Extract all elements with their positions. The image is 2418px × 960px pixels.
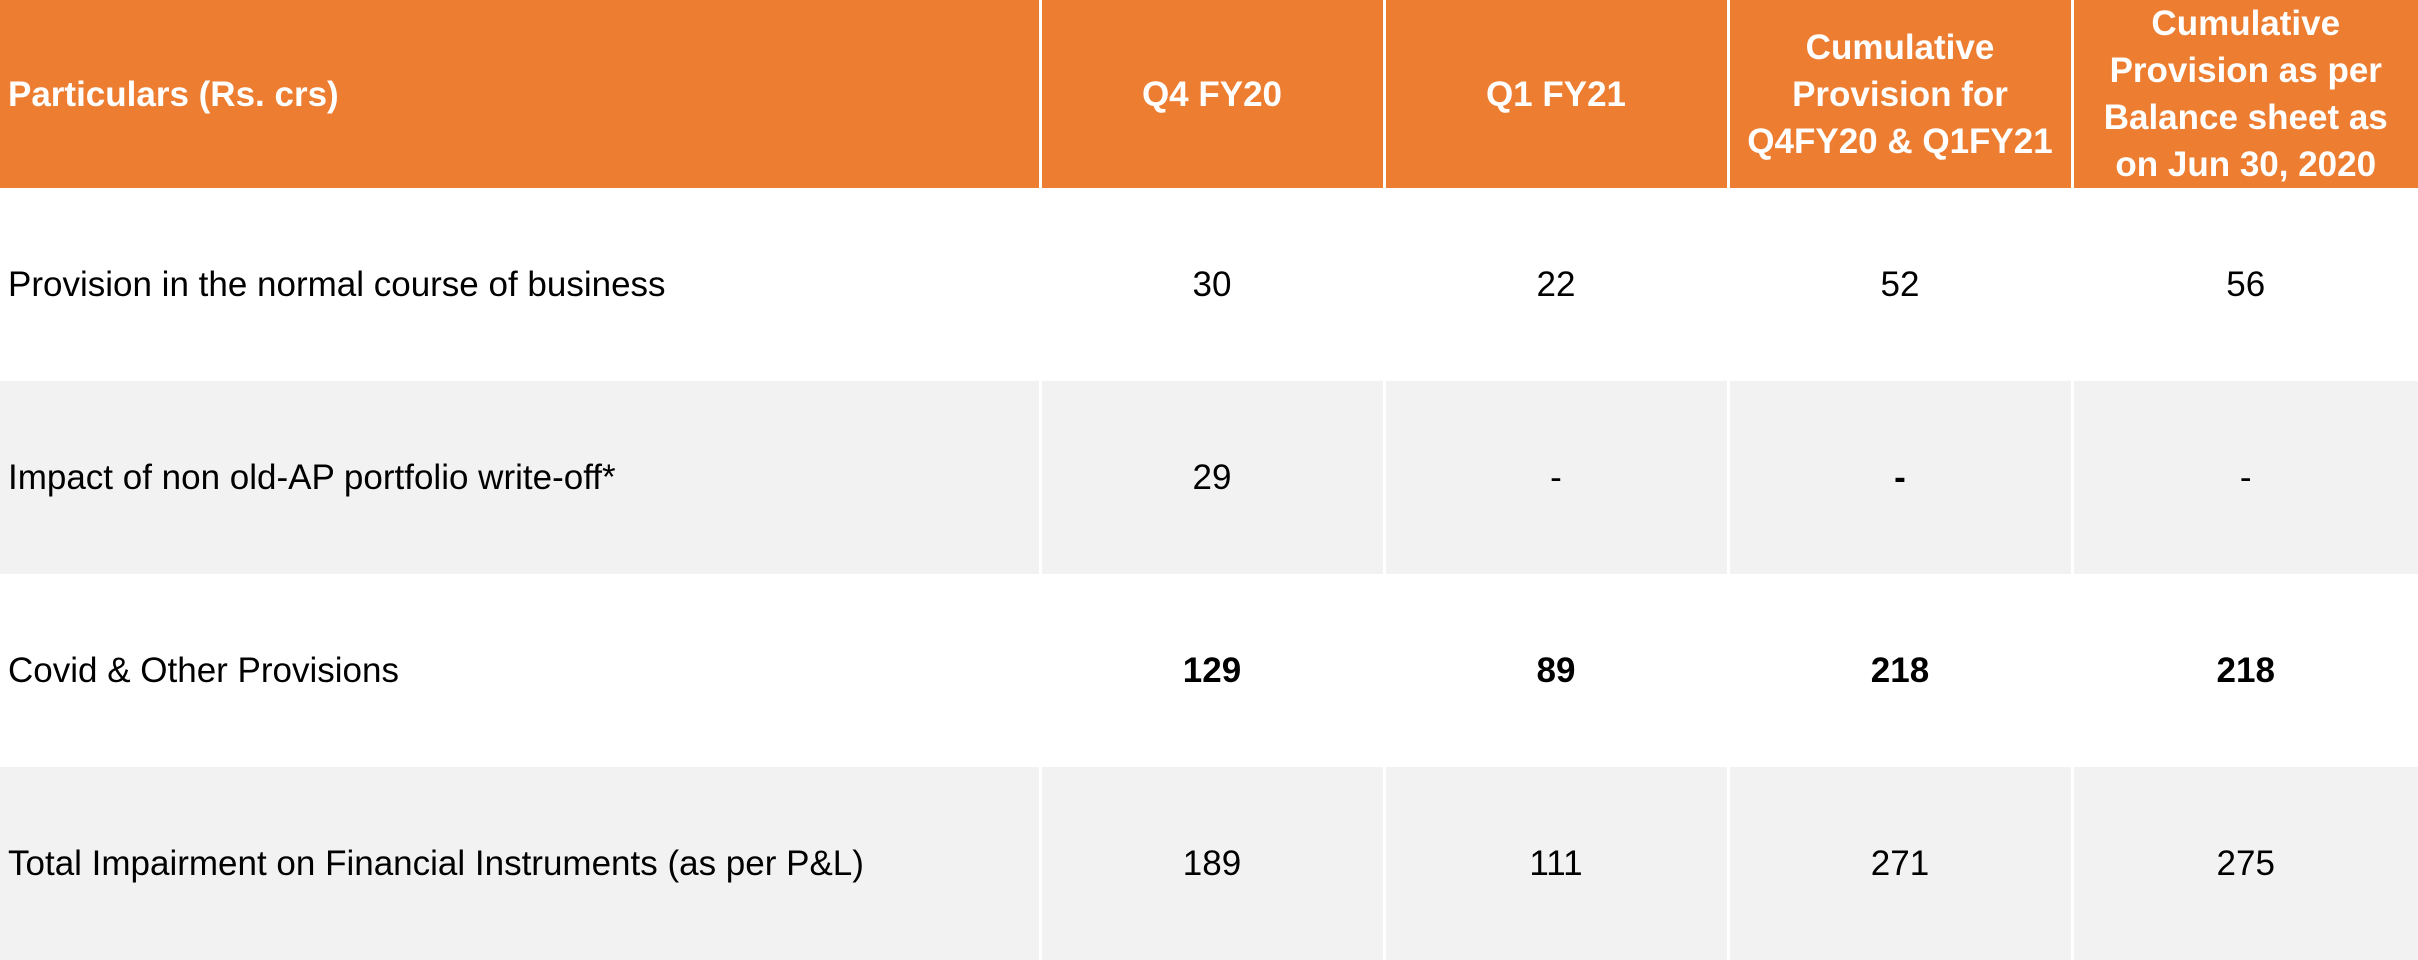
cell-value: 89 [1384,574,1730,767]
cell-value: 56 [2071,188,2418,381]
cell-value: - [1728,381,2074,574]
table-row: Impact of non old-AP portfolio write-off… [0,381,2418,574]
table-row: Provision in the normal course of busine… [0,188,2418,381]
cell-value: - [2071,381,2418,574]
header-q4-fy20: Q4 FY20 [1040,0,1386,188]
row-label: Total Impairment on Financial Instrument… [0,767,1042,960]
table-body: Provision in the normal course of busine… [0,188,2418,960]
table-row: Total Impairment on Financial Instrument… [0,767,2418,960]
cell-value: - [1384,381,1730,574]
cell-value: 218 [2071,574,2418,767]
cell-value: 129 [1040,574,1386,767]
cell-value: 30 [1040,188,1386,381]
table-header: Particulars (Rs. crs) Q4 FY20 Q1 FY21 Cu… [0,0,2418,188]
header-particulars: Particulars (Rs. crs) [0,0,1042,188]
cell-value: 22 [1384,188,1730,381]
cell-value: 275 [2071,767,2418,960]
header-row: Particulars (Rs. crs) Q4 FY20 Q1 FY21 Cu… [0,0,2418,188]
cell-value: 218 [1728,574,2074,767]
table-row: Covid & Other Provisions 129 89 218 218 [0,574,2418,767]
cell-value: 271 [1728,767,2074,960]
cell-value: 29 [1040,381,1386,574]
row-label: Impact of non old-AP portfolio write-off… [0,381,1042,574]
header-balance-sheet-provision: Cumulative Provision as per Balance shee… [2071,0,2418,188]
cell-value: 111 [1384,767,1730,960]
row-label: Covid & Other Provisions [0,574,1042,767]
cell-value: 52 [1728,188,2074,381]
row-label: Provision in the normal course of busine… [0,188,1042,381]
header-cumulative-provision: Cumulative Provision for Q4FY20 & Q1FY21 [1728,0,2074,188]
cell-value: 189 [1040,767,1386,960]
header-q1-fy21: Q1 FY21 [1384,0,1730,188]
